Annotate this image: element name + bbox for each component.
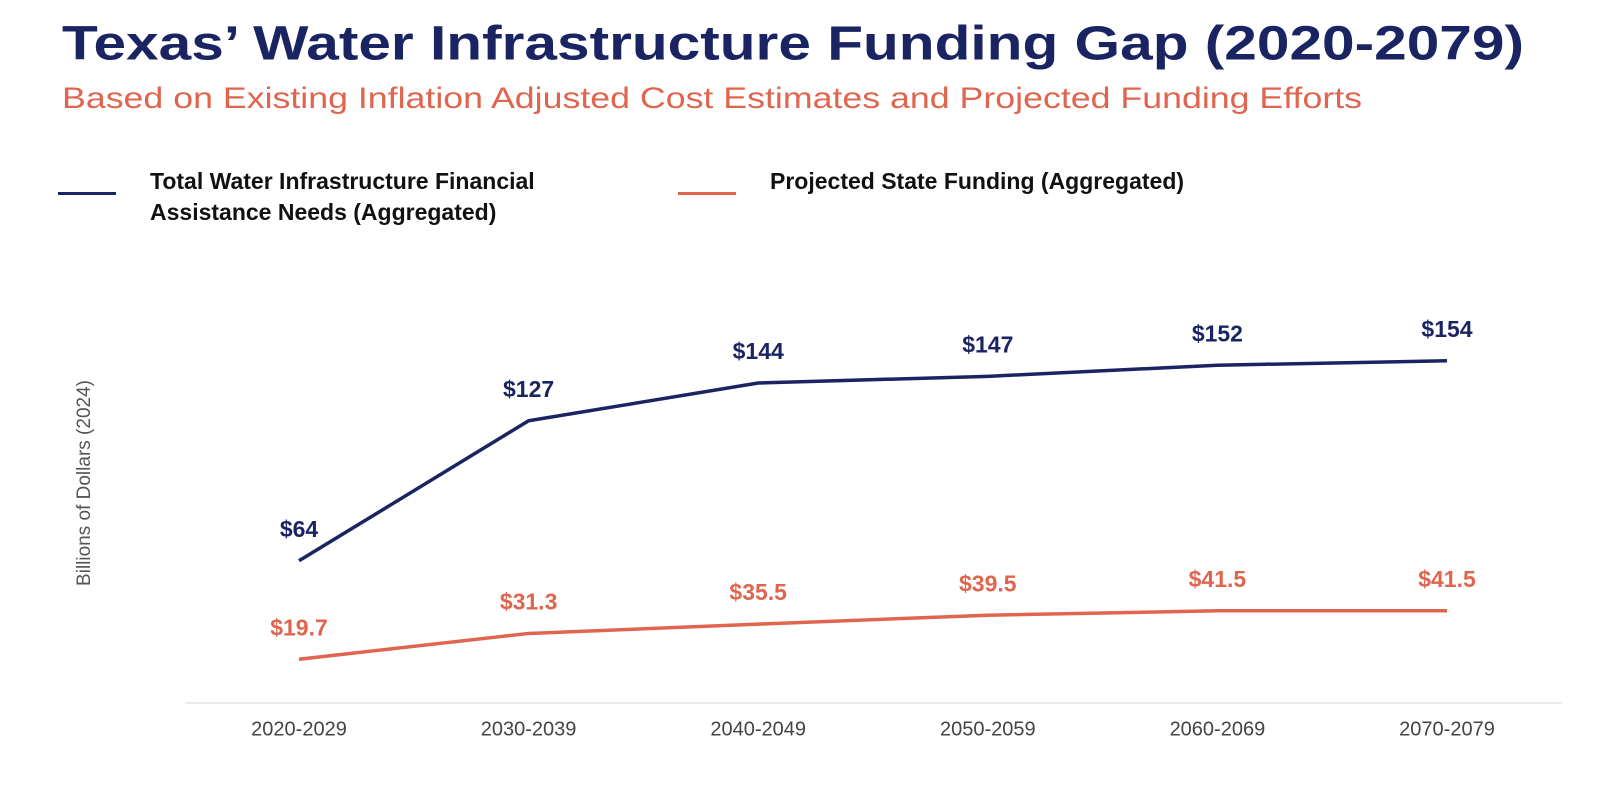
data-label: $127 <box>503 376 554 402</box>
data-label: $64 <box>280 516 319 542</box>
data-label: $39.5 <box>959 570 1017 596</box>
data-label: $147 <box>962 331 1013 357</box>
x-tick-label: 2070-2079 <box>1399 718 1495 740</box>
data-line <box>298 609 1447 661</box>
x-tick-label: 2050-2059 <box>940 718 1036 740</box>
x-tick-label: 2060-2069 <box>1170 718 1266 740</box>
data-label: $31.3 <box>500 589 558 615</box>
x-tick-label: 2030-2039 <box>481 718 577 740</box>
chart-title: Texas’ Water Infrastructure Funding Gap … <box>62 18 1524 71</box>
data-label: $35.5 <box>729 579 787 605</box>
legend-swatch <box>678 192 736 195</box>
legend-swatch <box>58 192 116 195</box>
legend-label: Total Water Infrastructure Financial Ass… <box>150 168 535 225</box>
data-line <box>298 359 1448 563</box>
data-label: $154 <box>1421 316 1472 342</box>
data-label: $19.7 <box>270 614 328 640</box>
x-tick-label: 2040-2049 <box>710 718 806 740</box>
chart-subtitle: Based on Existing Inflation Adjusted Cos… <box>62 82 1362 115</box>
data-label: $152 <box>1192 320 1243 346</box>
y-axis-label: Billions of Dollars (2024) <box>74 380 95 586</box>
data-label: $41.5 <box>1418 566 1476 592</box>
x-tick-label: 2020-2029 <box>251 718 347 740</box>
data-label: $41.5 <box>1189 566 1247 592</box>
legend-label: Projected State Funding (Aggregated) <box>770 168 1185 194</box>
data-label: $144 <box>733 338 784 364</box>
